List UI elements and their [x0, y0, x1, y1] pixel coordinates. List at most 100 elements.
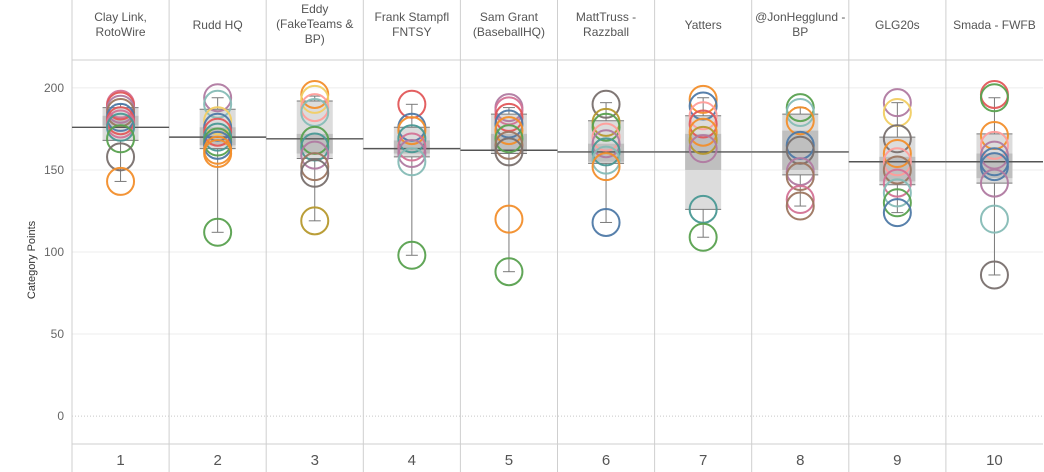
data-point: [591, 207, 621, 237]
data-point: [397, 124, 427, 154]
column-5: [460, 93, 558, 287]
player-columns: [72, 79, 1043, 290]
data-point: [300, 84, 330, 114]
data-point: [203, 83, 233, 113]
data-point: [397, 240, 427, 270]
column-4: [363, 89, 461, 270]
column-1: [72, 89, 170, 196]
column-header-line: Frank Stampfl: [374, 10, 449, 24]
data-point: [882, 139, 912, 169]
column-header-line: Sam Grant: [480, 10, 539, 24]
data-point: [785, 98, 815, 128]
column-header: Clay Link, RotoWire: [94, 10, 147, 39]
column-6: [557, 89, 655, 237]
data-point: [688, 134, 718, 164]
data-point: [979, 168, 1009, 198]
data-point: [979, 260, 1009, 290]
y-tick-label: 150: [44, 163, 64, 177]
column-header-line: Razzball: [583, 25, 629, 39]
data-point: [591, 122, 621, 152]
rank-label: 2: [213, 452, 221, 469]
data-point: [591, 152, 621, 182]
data-point: [397, 132, 427, 162]
data-point: [397, 139, 427, 169]
data-point: [882, 178, 912, 208]
column-header: Eddy (FakeTeams & BP): [276, 2, 353, 46]
data-point: [106, 124, 136, 154]
data-point: [203, 106, 233, 136]
column-header: Yatters: [685, 18, 722, 32]
y-tick-label: 100: [44, 245, 64, 259]
data-point: [688, 125, 718, 155]
column-header: @JonHegglund -BP: [755, 10, 845, 39]
data-point: [494, 116, 524, 146]
data-point: [882, 124, 912, 154]
column-header-line: GLG20s: [875, 18, 920, 32]
column-header: Rudd HQ: [193, 18, 243, 32]
column-header-line: FNTSY: [392, 25, 431, 39]
column-header-line: RotoWire: [96, 25, 146, 39]
data-point: [591, 112, 621, 142]
data-point: [494, 137, 524, 167]
column-header-line: @JonHegglund -: [755, 10, 845, 24]
data-point: [785, 191, 815, 221]
data-point: [591, 129, 621, 159]
grid-layer: [71, 0, 1043, 472]
data-point: [688, 117, 718, 147]
data-point: [106, 112, 136, 142]
column-7: [654, 84, 752, 252]
data-point: [494, 204, 524, 234]
data-point: [300, 152, 330, 182]
column-header-line: Eddy: [301, 2, 328, 16]
column-header-line: (FakeTeams &: [276, 17, 353, 31]
y-tick-label: 200: [44, 81, 64, 95]
box-inner: [102, 115, 139, 126]
data-point: [591, 145, 621, 175]
y-axis-title: Category Points: [26, 220, 38, 299]
y-tick-label: 0: [57, 409, 64, 423]
column-header: Frank Stampfl FNTSY: [374, 10, 449, 39]
data-point: [688, 101, 718, 131]
column-header-line: BP): [305, 32, 325, 46]
y-tick-label: 50: [51, 327, 65, 341]
box-inner: [490, 133, 527, 151]
data-point: [203, 139, 233, 169]
rank-label: 8: [796, 452, 804, 469]
column-3: [266, 79, 364, 236]
data-point: [300, 140, 330, 170]
data-point: [882, 147, 912, 177]
data-point: [203, 217, 233, 247]
column-header: GLG20s: [875, 18, 920, 32]
column-headers: Clay Link, RotoWire Rudd HQ Eddy (FakeTeams …: [94, 2, 1036, 46]
rank-label: 6: [602, 452, 610, 469]
column-header: MattTruss -Razzball: [576, 10, 636, 39]
column-header: Smada - FWFB: [953, 18, 1036, 32]
data-point: [979, 130, 1009, 160]
data-point: [688, 109, 718, 139]
data-point: [494, 130, 524, 160]
data-point: [882, 168, 912, 198]
rank-labels: 1 2 3 4 5 6 7 8 9 10: [116, 452, 1002, 469]
column-header-line: Rudd HQ: [193, 18, 243, 32]
rank-label: 7: [699, 452, 707, 469]
data-point: [591, 137, 621, 167]
column-2: [169, 83, 267, 247]
column-header: Sam Grant (BaseballHQ): [473, 10, 545, 39]
data-point: [494, 124, 524, 154]
data-point: [106, 166, 136, 196]
column-header-line: Yatters: [685, 18, 722, 32]
data-point: [494, 257, 524, 287]
column-10: [945, 79, 1043, 290]
column-header-line: (BaseballHQ): [473, 25, 545, 39]
rank-label: 5: [505, 452, 513, 469]
rank-label: 9: [893, 452, 901, 469]
data-point: [785, 184, 815, 214]
data-point: [979, 204, 1009, 234]
column-header-line: MattTruss -: [576, 10, 636, 24]
data-point: [106, 142, 136, 172]
data-point: [882, 198, 912, 228]
data-point: [785, 106, 815, 136]
data-point: [300, 206, 330, 236]
column-9: [848, 88, 946, 228]
